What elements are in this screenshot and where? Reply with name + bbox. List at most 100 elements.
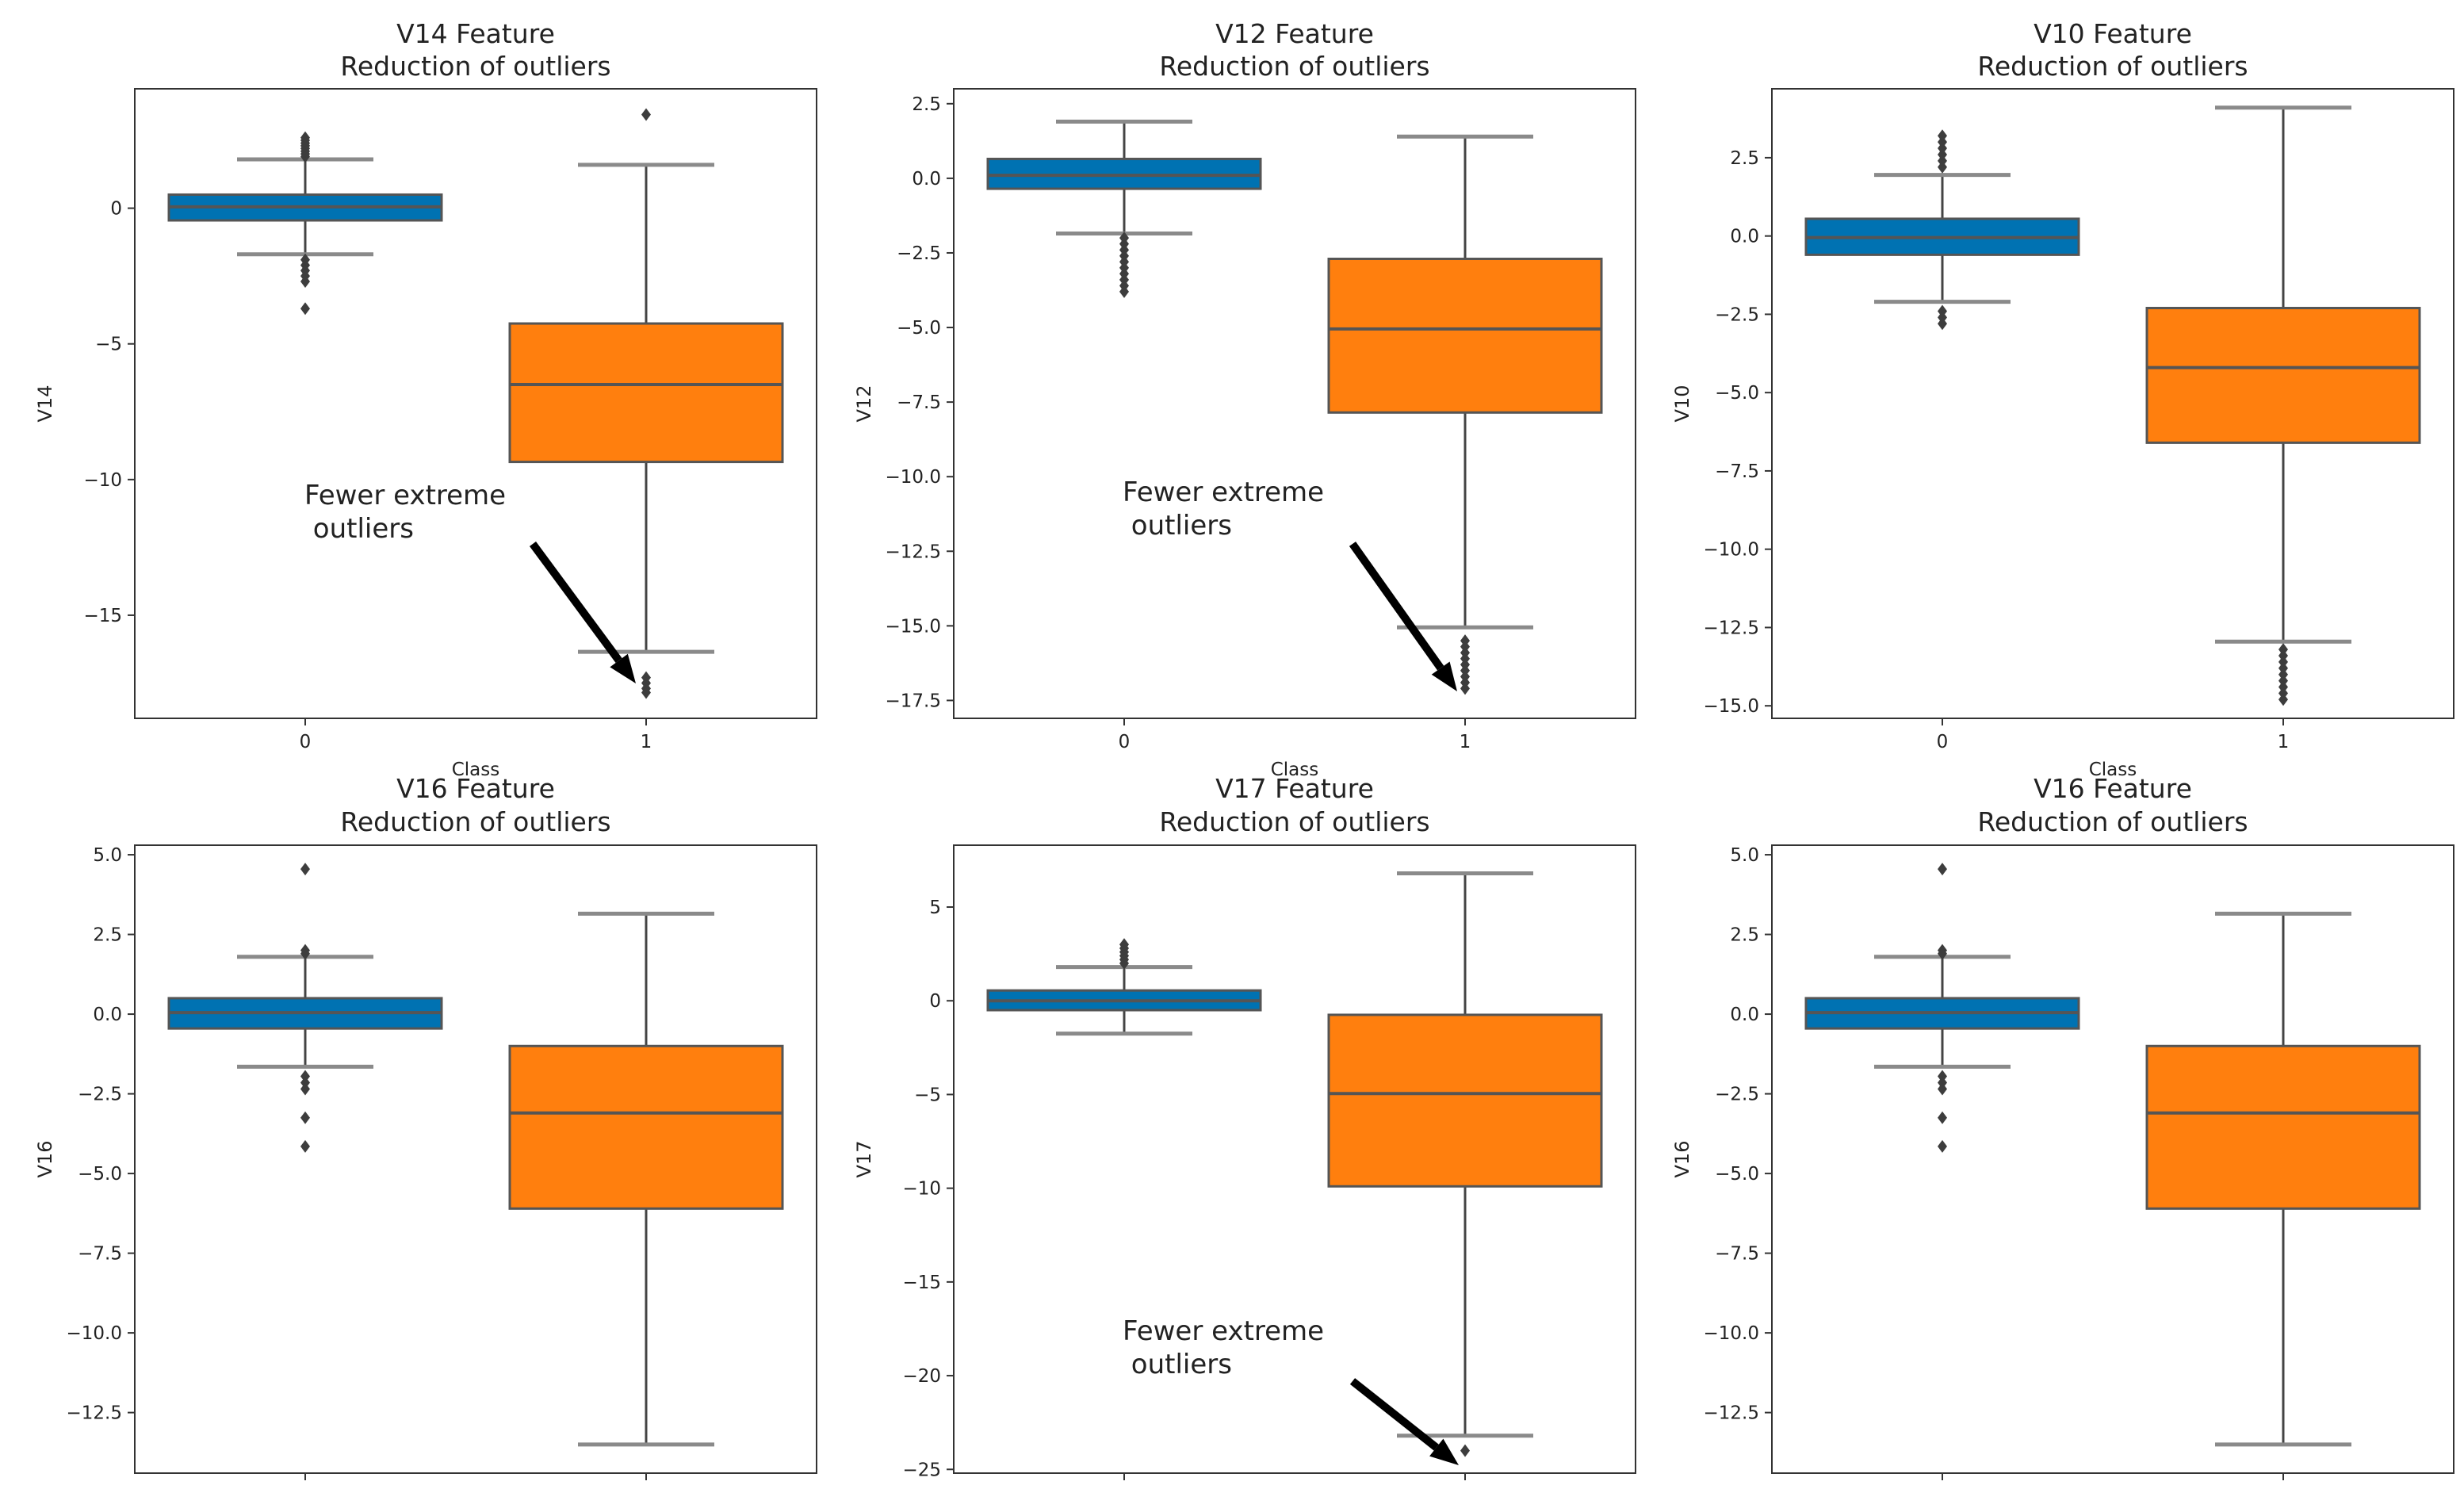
y-tick-label: 0.0 (912, 169, 941, 189)
outlier-point (641, 686, 651, 699)
outlier-point (2278, 693, 2288, 706)
outlier-point (300, 1070, 310, 1083)
outlier-point (300, 1111, 310, 1124)
y-axis-label: V16 (34, 1141, 56, 1178)
y-tick-label: 2.5 (1730, 925, 1759, 946)
x-tick-label: 0 (1937, 732, 1949, 752)
y-tick-label: −2.5 (1715, 1085, 1759, 1105)
outlier-point (1119, 285, 1129, 298)
chart-subtitle: Reduction of outliers (1159, 51, 1429, 82)
plot-frame (953, 88, 1636, 719)
y-axis-label: V14 (34, 385, 56, 423)
y-tick-label: −2.5 (1715, 304, 1759, 325)
annotation-arrowhead (610, 653, 636, 683)
y-tick-label: −5.0 (1715, 383, 1759, 404)
y-tick-label: −15 (83, 606, 122, 626)
annotation-text: Fewer extreme (1123, 1315, 1324, 1347)
plot-frame (134, 88, 817, 719)
plot-frame (953, 844, 1636, 1474)
x-tick-label: 0 (300, 732, 312, 752)
outlier-point (300, 947, 310, 960)
outlier-point (300, 1076, 310, 1089)
outlier-point (1938, 317, 1947, 331)
y-tick-label: −20 (902, 1366, 941, 1387)
outlier-point (1938, 947, 1947, 960)
chart-subtitle: Reduction of outliers (1159, 806, 1429, 837)
outlier-point (300, 863, 310, 876)
y-tick-label: −15.0 (886, 616, 941, 637)
outlier-point (1938, 863, 1947, 876)
y-tick-label: −10.0 (886, 467, 941, 488)
plot-frame (1771, 88, 2454, 719)
x-axis-label: Class (1271, 760, 1319, 780)
x-tick-label: 1 (1460, 732, 1471, 752)
annotation-text: Fewer extreme (1123, 477, 1324, 508)
y-tick-label: −5.0 (78, 1164, 122, 1185)
y-tick-label: 2.5 (912, 94, 941, 115)
y-tick-label: −5.0 (1715, 1164, 1759, 1185)
outlier-point (300, 1082, 310, 1096)
chart-subtitle: Reduction of outliers (1977, 806, 2248, 837)
y-tick-label: −12.5 (1704, 618, 1759, 638)
y-tick-label: −12.5 (886, 542, 941, 562)
y-tick-label: 5.0 (93, 845, 122, 866)
annotation-arrow (1349, 542, 1444, 671)
y-tick-label: −5 (95, 335, 122, 355)
plot-frame (134, 844, 817, 1474)
chart-subtitle: Reduction of outliers (340, 51, 610, 82)
y-tick-label: −17.5 (886, 691, 941, 711)
outlier-point (300, 302, 310, 316)
y-tick-label: 0.0 (1730, 1005, 1759, 1025)
y-tick-label: 2.5 (1730, 148, 1759, 169)
y-tick-label: 0.0 (1730, 227, 1759, 247)
outlier-point (300, 274, 310, 288)
y-tick-label: −2.5 (78, 1085, 122, 1105)
annotation-text: Fewer extreme (304, 480, 506, 511)
y-axis-label: V16 (1671, 1141, 1693, 1178)
y-tick-label: −12.5 (1704, 1403, 1759, 1424)
y-tick-label: 2.5 (93, 925, 122, 946)
y-tick-label: −15 (902, 1273, 941, 1293)
y-axis-label: V12 (853, 385, 875, 423)
chart-title: V10 Feature (2034, 18, 2192, 49)
outlier-point (1938, 1070, 1947, 1083)
chart-title: V14 Feature (396, 18, 555, 49)
annotation-arrowhead (1431, 661, 1457, 691)
outlier-point (1938, 1111, 1947, 1124)
plot-frame (1771, 844, 2454, 1474)
outlier-point (300, 1139, 310, 1153)
x-axis-label: Class (452, 760, 500, 780)
outlier-point (1938, 1082, 1947, 1096)
annotation-text: outliers (304, 513, 414, 545)
y-tick-label: −25 (902, 1460, 941, 1480)
y-axis-label: V10 (1671, 385, 1693, 423)
y-tick-label: −10 (83, 470, 122, 491)
outlier-point (1119, 938, 1129, 951)
y-tick-label: −15.0 (1704, 696, 1759, 717)
box-class-1 (508, 1044, 784, 1210)
y-tick-label: −5.0 (897, 318, 941, 339)
y-axis-label: V17 (853, 1141, 875, 1178)
outlier-point (1460, 1444, 1470, 1457)
box-class-1 (508, 322, 784, 464)
y-tick-label: −12.5 (67, 1403, 122, 1424)
y-tick-label: 5.0 (1730, 845, 1759, 866)
outlier-point (1938, 129, 1947, 143)
x-tick-label: 1 (641, 732, 652, 752)
annotation-arrow (529, 542, 622, 664)
outlier-point (300, 131, 310, 144)
y-tick-label: −2.5 (897, 243, 941, 264)
y-tick-label: 0 (929, 991, 941, 1012)
chart-title: V12 Feature (1215, 18, 1374, 49)
y-tick-label: 0.0 (93, 1005, 122, 1025)
y-tick-label: 5 (929, 898, 941, 918)
y-tick-label: −7.5 (78, 1244, 122, 1265)
